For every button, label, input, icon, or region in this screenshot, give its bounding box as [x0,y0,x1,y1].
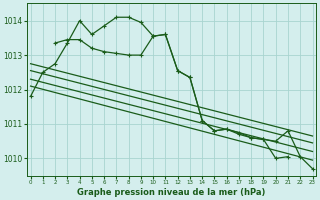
X-axis label: Graphe pression niveau de la mer (hPa): Graphe pression niveau de la mer (hPa) [77,188,266,197]
